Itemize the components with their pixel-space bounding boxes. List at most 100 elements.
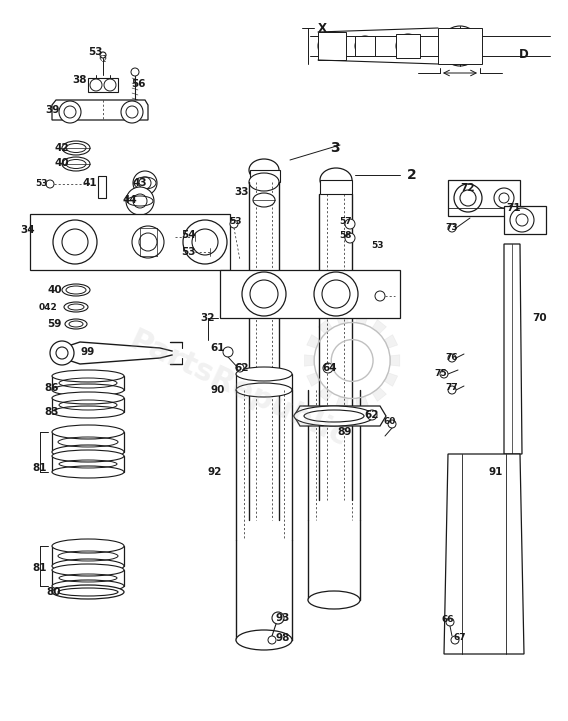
Circle shape [223,347,233,357]
Circle shape [440,370,448,378]
Ellipse shape [52,450,124,462]
Polygon shape [52,100,148,120]
Circle shape [133,171,157,195]
Ellipse shape [52,384,124,396]
Ellipse shape [249,173,279,191]
Ellipse shape [52,539,124,553]
Text: 41: 41 [83,178,97,188]
Text: 53: 53 [371,242,384,250]
Text: 53: 53 [87,47,102,57]
Text: 91: 91 [489,467,503,477]
Ellipse shape [52,425,124,439]
Circle shape [314,272,358,316]
Polygon shape [318,387,332,402]
Polygon shape [356,313,369,324]
Ellipse shape [52,585,124,599]
Circle shape [375,291,385,301]
Circle shape [236,364,244,372]
Text: 53: 53 [36,179,48,187]
Circle shape [90,79,102,91]
Ellipse shape [52,564,124,576]
Text: 62: 62 [235,363,249,373]
Circle shape [345,233,355,243]
Circle shape [59,101,81,123]
Text: 89: 89 [338,427,352,437]
Circle shape [272,612,284,624]
Polygon shape [304,355,315,366]
Circle shape [345,219,355,229]
Polygon shape [384,373,398,386]
Text: 98: 98 [276,633,290,643]
Text: 81: 81 [33,463,47,473]
Ellipse shape [52,580,124,592]
Bar [98,176,106,198]
Polygon shape [30,214,230,270]
Text: 2: 2 [407,168,417,182]
Circle shape [126,187,154,215]
Circle shape [183,220,227,264]
Text: 34: 34 [20,225,35,235]
Polygon shape [390,355,400,366]
Text: 3: 3 [330,141,340,155]
Text: 76: 76 [446,353,458,363]
Text: 75: 75 [435,368,448,378]
Polygon shape [438,28,482,64]
Bar [236,374,292,390]
Circle shape [451,636,459,644]
Circle shape [242,272,286,316]
Polygon shape [318,319,332,334]
Text: 32: 32 [201,313,215,323]
Circle shape [367,410,377,420]
Circle shape [454,184,482,212]
Ellipse shape [62,141,90,155]
Text: 73: 73 [446,224,458,232]
Text: 53: 53 [181,247,195,257]
Text: 64: 64 [323,363,337,373]
Bar [52,376,124,390]
Ellipse shape [65,319,87,329]
Polygon shape [504,206,546,234]
Bar [52,398,124,412]
Polygon shape [355,36,375,56]
Text: PartsRepublic: PartsRepublic [124,326,353,453]
Ellipse shape [236,383,292,397]
Text: 54: 54 [181,230,195,240]
Bar [52,546,124,566]
Polygon shape [294,406,386,426]
Ellipse shape [52,370,124,382]
Polygon shape [372,319,386,334]
Circle shape [121,101,143,123]
Polygon shape [372,387,386,402]
Ellipse shape [62,157,90,171]
Text: 71: 71 [507,203,521,213]
Polygon shape [318,32,346,60]
Text: 72: 72 [461,183,475,193]
Bar [52,570,124,586]
Text: 042: 042 [39,303,57,311]
Polygon shape [396,34,420,58]
Circle shape [230,220,238,228]
Text: 38: 38 [73,75,87,85]
Ellipse shape [52,406,124,418]
Text: 33: 33 [235,187,249,197]
Polygon shape [356,397,369,408]
Circle shape [388,420,396,428]
Text: 58: 58 [340,231,352,241]
Ellipse shape [320,168,352,192]
Polygon shape [504,244,522,454]
Polygon shape [448,180,520,216]
Text: 81: 81 [33,563,47,573]
Circle shape [268,636,276,644]
Circle shape [446,618,454,626]
Text: 99: 99 [81,347,95,357]
Text: 67: 67 [454,634,466,642]
Circle shape [510,208,534,232]
Ellipse shape [236,630,292,650]
Polygon shape [307,373,320,386]
Text: 93: 93 [276,613,290,623]
Text: 44: 44 [123,195,137,205]
Text: 70: 70 [533,313,548,323]
Ellipse shape [249,159,279,181]
Polygon shape [307,335,320,348]
Text: 40: 40 [55,158,69,168]
